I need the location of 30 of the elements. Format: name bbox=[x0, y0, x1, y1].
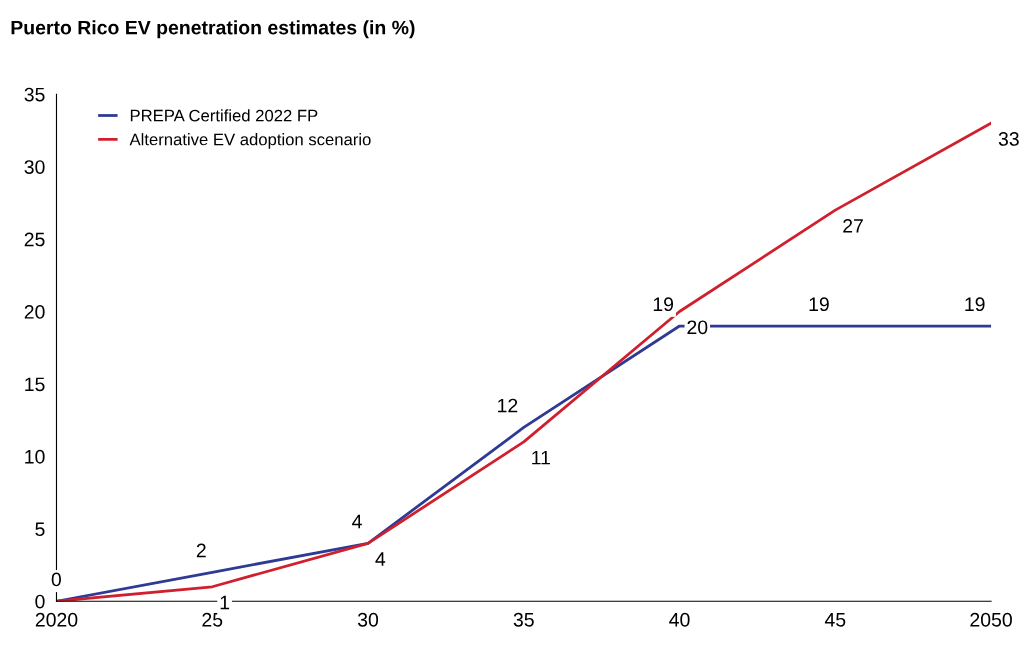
data-label: 33 bbox=[998, 132, 1019, 146]
data-label: 20 bbox=[687, 320, 708, 335]
data-label: 19 bbox=[653, 297, 674, 312]
x-tick-label: 30 bbox=[357, 612, 379, 627]
y-tick-label: 10 bbox=[25, 449, 45, 464]
data-label: 2 bbox=[196, 543, 206, 558]
x-tick-label: 2050 bbox=[970, 612, 1012, 627]
x-tick-label: 40 bbox=[669, 612, 690, 627]
y-tick-label: 0 bbox=[35, 594, 45, 609]
data-label: 12 bbox=[498, 398, 518, 413]
y-tick-label: 25 bbox=[24, 232, 45, 247]
y-tick-label: 30 bbox=[24, 160, 45, 174]
data-label: 11 bbox=[532, 450, 550, 465]
data-label: 4 bbox=[375, 552, 386, 566]
x-tick-label: 2020 bbox=[35, 612, 78, 627]
y-tick-label: 5 bbox=[35, 522, 45, 537]
data-label: 4 bbox=[352, 514, 362, 529]
legend-label: Alternative EV adoption scenario bbox=[129, 133, 371, 149]
y-tick-label: 20 bbox=[24, 305, 45, 319]
data-label: 19 bbox=[965, 297, 985, 312]
chart-title: Puerto Rico EV penetration estimates (in %) bbox=[11, 20, 415, 39]
data-label: 0 bbox=[51, 572, 61, 587]
data-label: 1 bbox=[220, 595, 230, 610]
legend-label: PREPA Certified 2022 FP bbox=[130, 109, 318, 122]
x-tick-label: 45 bbox=[824, 613, 846, 627]
data-label: 19 bbox=[809, 297, 829, 312]
x-tick-label: 35 bbox=[513, 612, 534, 627]
y-tick-label: 15 bbox=[25, 377, 45, 392]
data-label: 27 bbox=[843, 218, 863, 233]
y-tick-label: 35 bbox=[24, 87, 45, 102]
